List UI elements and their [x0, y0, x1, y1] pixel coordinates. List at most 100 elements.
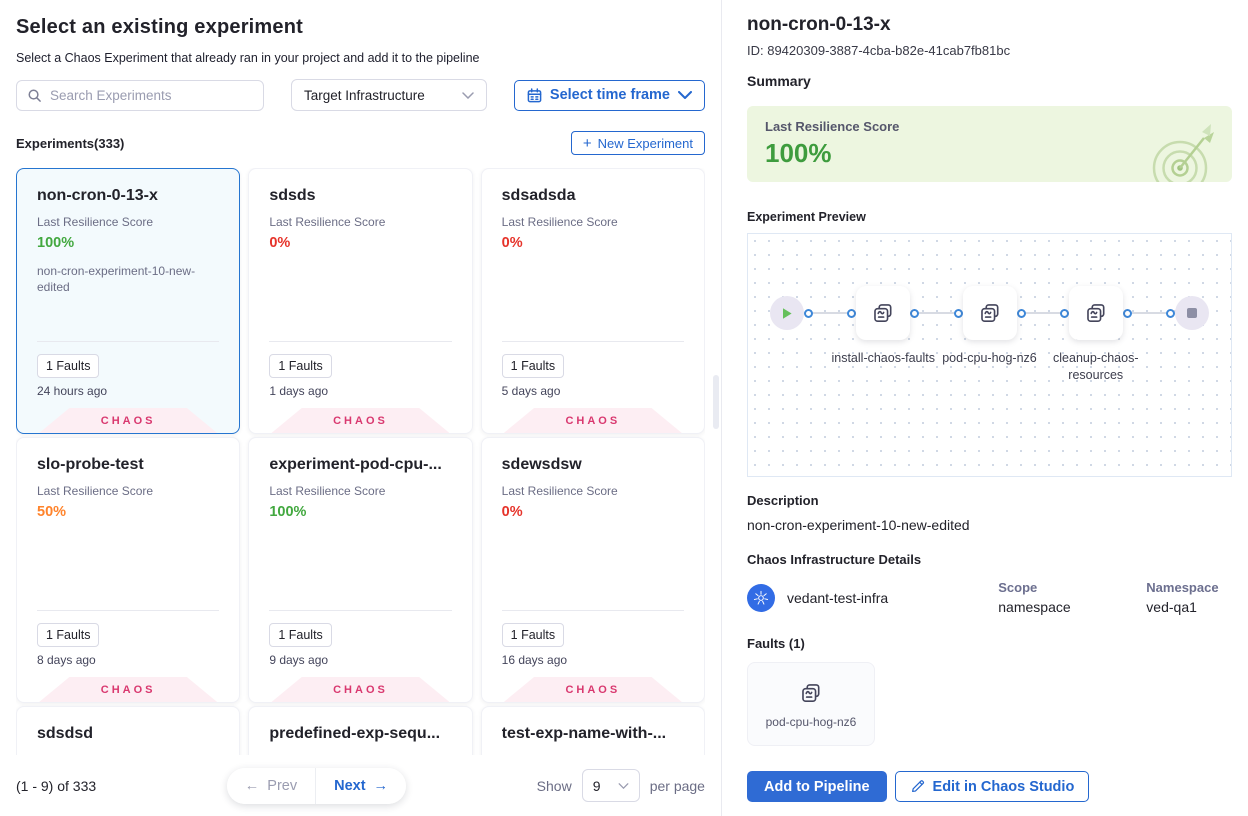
- search-input[interactable]: [50, 87, 253, 103]
- experiment-card-title: experiment-pod-cpu-...: [269, 456, 442, 473]
- fault-cube-icon: [1086, 304, 1105, 323]
- experiment-card[interactable]: sdsadsda Last Resilience Score 0% 1 Faul…: [480, 168, 705, 434]
- experiment-card[interactable]: sdsdsd: [16, 706, 241, 755]
- chaos-module-badge: CHAOS: [503, 408, 682, 433]
- connector-line: [813, 312, 848, 314]
- page-subtitle: Select a Chaos Experiment that already r…: [16, 51, 480, 65]
- connector-dot-icon: [953, 308, 963, 318]
- connector-line: [1025, 312, 1060, 314]
- infrastructure-row: vedant-test-infra Scope namespace Namesp…: [747, 580, 1232, 615]
- pipeline-connector: [1122, 308, 1175, 318]
- chaos-module-badge: CHAOS: [503, 677, 682, 702]
- pipeline-step-node[interactable]: [856, 286, 911, 340]
- pipeline-step-label: cleanup-chaos-resources: [1053, 351, 1139, 382]
- experiments-header-row: Experiments(333) + New Experiment: [16, 131, 705, 155]
- experiment-selector-content: Select an existing experiment Select a C…: [16, 16, 705, 755]
- chaos-module-badge: CHAOS: [39, 408, 218, 433]
- experiment-detail-panel: non-cron-0-13-x ID: 89420309-3887-4cba-b…: [722, 0, 1248, 816]
- pipeline: install-chaos-faults pod-cpu-hog-nz6: [770, 286, 1209, 382]
- scope-column: Scope namespace: [998, 580, 1146, 615]
- target-illustration-icon: [1152, 124, 1214, 182]
- faults-count-chip: 1 Faults: [37, 354, 100, 378]
- experiment-card-title: non-cron-0-13-x: [37, 187, 158, 204]
- experiment-card[interactable]: sdsds Last Resilience Score 0% 1 Faults …: [248, 168, 473, 434]
- kubernetes-icon: [747, 583, 775, 612]
- infrastructure-name-group: vedant-test-infra: [747, 583, 998, 612]
- connector-line: [919, 312, 954, 314]
- fault-cube-icon: [980, 304, 999, 323]
- search-box[interactable]: [16, 79, 264, 111]
- pagination-range: (1 - 9) of 333: [16, 777, 97, 794]
- connector-line: [1131, 312, 1166, 314]
- scope-value: namespace: [998, 599, 1071, 615]
- next-page-button[interactable]: Next →: [316, 767, 407, 804]
- infrastructure-heading: Chaos Infrastructure Details: [747, 552, 922, 567]
- experiment-card[interactable]: experiment-pod-cpu-... Last Resilience S…: [248, 437, 473, 703]
- last-run-time: 5 days ago: [501, 384, 561, 398]
- pipeline-start-node: [770, 296, 804, 330]
- new-experiment-label: New Experiment: [597, 135, 693, 151]
- badge-area: CHAOS: [37, 677, 219, 702]
- fault-card[interactable]: pod-cpu-hog-nz6: [747, 662, 875, 746]
- card-divider: [501, 610, 684, 611]
- next-label: Next: [334, 777, 366, 794]
- chevron-down-icon: [678, 91, 692, 99]
- time-frame-label: Select time frame: [549, 87, 670, 103]
- target-infrastructure-select[interactable]: Target Infrastructure: [290, 79, 487, 111]
- pipeline-step[interactable]: pod-cpu-hog-nz6: [942, 286, 1037, 365]
- pipeline-connector: [804, 308, 857, 318]
- new-experiment-button[interactable]: + New Experiment: [570, 131, 705, 155]
- experiment-card-title: predefined-exp-sequ...: [269, 725, 441, 742]
- connector-dot-icon: [1059, 308, 1069, 318]
- scrollbar-thumb[interactable]: [713, 375, 719, 429]
- search-icon: [28, 89, 41, 102]
- experiment-card-title: sdsdsd: [37, 725, 94, 742]
- resilience-score-card: Last Resilience Score 100%: [747, 106, 1232, 182]
- score-label: Last Resilience Score: [37, 484, 154, 498]
- experiment-card-description: non-cron-experiment-10-new-edited: [37, 264, 196, 295]
- experiment-grid-viewport: non-cron-0-13-x Last Resilience Score 10…: [16, 168, 705, 755]
- badge-area: CHAOS: [502, 677, 684, 702]
- per-page-label: per page: [649, 777, 705, 794]
- experiment-card-grid: non-cron-0-13-x Last Resilience Score 10…: [16, 168, 705, 755]
- last-run-time: 16 days ago: [501, 653, 568, 667]
- target-infrastructure-label: Target Infrastructure: [303, 87, 425, 103]
- score-label: Last Resilience Score: [269, 484, 386, 498]
- last-run-time: 8 days ago: [37, 653, 96, 667]
- score-label: Last Resilience Score: [37, 215, 154, 229]
- edit-in-chaos-studio-button[interactable]: Edit in Chaos Studio: [894, 771, 1090, 802]
- experiment-card[interactable]: sdewsdsw Last Resilience Score 0% 1 Faul…: [480, 437, 705, 703]
- pipeline-step[interactable]: install-chaos-faults: [831, 286, 935, 365]
- experiment-selector-panel: Select an existing experiment Select a C…: [16, 0, 722, 816]
- detail-actions: Add to Pipeline Edit in Chaos Studio: [747, 771, 1232, 802]
- score-value: 0%: [269, 235, 291, 251]
- experiment-card[interactable]: slo-probe-test Last Resilience Score 50%…: [16, 437, 241, 703]
- experiment-card[interactable]: predefined-exp-sequ...: [248, 706, 473, 755]
- detail-title: non-cron-0-13-x: [747, 14, 891, 35]
- experiment-card[interactable]: test-exp-name-with-...: [480, 706, 705, 755]
- experiment-card-title: test-exp-name-with-...: [501, 725, 667, 742]
- chevron-down-icon: [462, 91, 474, 99]
- pipeline-step-node[interactable]: [962, 286, 1017, 340]
- resilience-score-value: 100%: [765, 138, 832, 168]
- pipeline-step[interactable]: cleanup-chaos-resources: [1053, 286, 1138, 382]
- time-frame-button[interactable]: Select time frame: [513, 79, 705, 111]
- card-divider: [501, 341, 684, 342]
- summary-heading: Summary: [747, 73, 811, 89]
- pager-pill: ← Prev Next →: [226, 767, 407, 804]
- last-run-time: 24 hours ago: [37, 384, 108, 398]
- badge-area: CHAOS: [269, 408, 451, 433]
- add-to-pipeline-button[interactable]: Add to Pipeline: [747, 771, 887, 802]
- prev-page-button[interactable]: ← Prev: [226, 767, 317, 804]
- experiments-count: Experiments(333): [16, 135, 125, 151]
- experiment-preview-canvas[interactable]: install-chaos-faults pod-cpu-hog-nz6: [747, 233, 1232, 477]
- namespace-value: ved-qa1: [1146, 599, 1197, 615]
- faults-count-chip: 1 Faults: [269, 623, 332, 647]
- faults-count-chip: 1 Faults: [501, 623, 565, 647]
- pipeline-step-node[interactable]: [1068, 286, 1123, 340]
- page-size-select[interactable]: 9: [581, 769, 640, 802]
- fault-cube-icon: [802, 683, 820, 702]
- detail-id: ID: 89420309-3887-4cba-b82e-41cab7fb81bc: [747, 43, 1011, 58]
- experiment-card[interactable]: non-cron-0-13-x Last Resilience Score 10…: [16, 168, 241, 434]
- chaos-module-badge: CHAOS: [271, 408, 450, 433]
